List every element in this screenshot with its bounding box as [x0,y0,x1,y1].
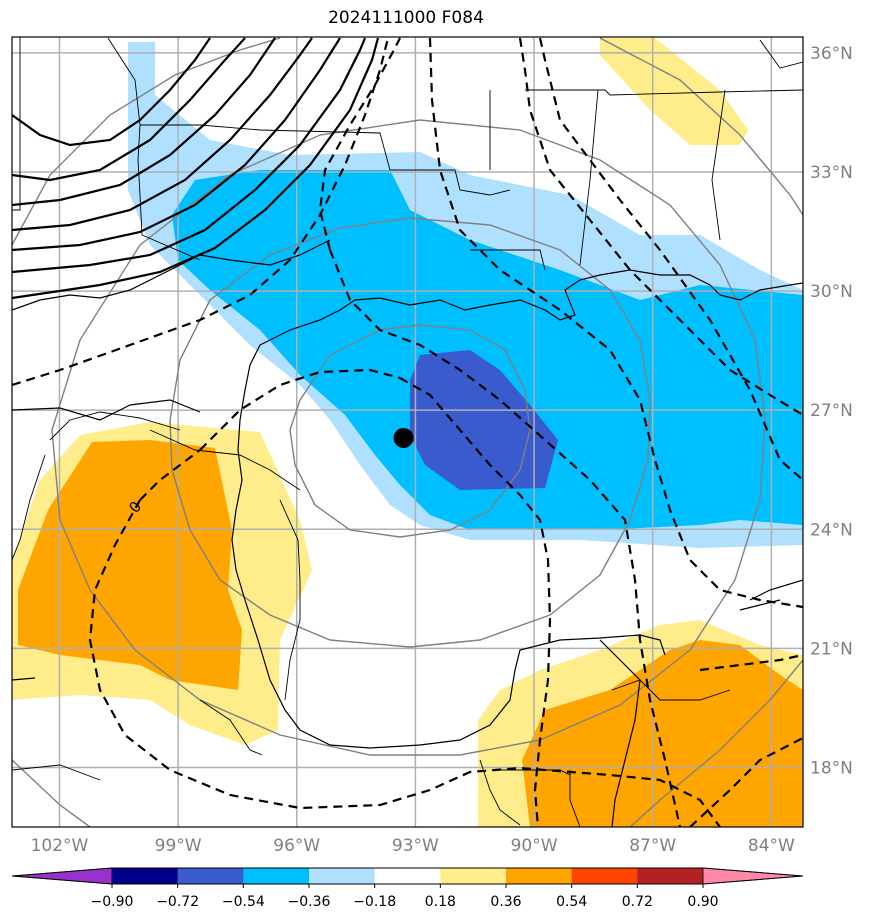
shading-orange-southeast [522,640,803,827]
shading-yellow-north [600,38,748,145]
colorbar-segment [374,868,441,884]
shading-dark-blue [410,350,558,490]
longitude-label: 90°W [511,836,558,856]
latitude-label: 24°N [810,520,853,540]
colorbar-tick-label: −0.72 [156,894,199,910]
colorbar: −0.90 −0.72 −0.54 −0.36 −0.18 0.18 0.36 0.54 0.7… [11,867,804,910]
latitude-labels: 36°N 33°N 30°N 27°N 24°N 21°N 18°N [810,44,853,779]
graticule [12,37,803,827]
longitude-label: 93°W [392,836,439,856]
colorbar-tick-label: −0.36 [288,894,331,910]
coastlines [12,239,803,827]
colorbar-tick-label: −0.18 [353,894,396,910]
longitude-label: 84°W [748,836,795,856]
map-frame [11,36,804,828]
latitude-label: 30°N [810,282,853,302]
map-area: 0 [12,37,803,827]
colorbar-tick-label: −0.90 [91,894,134,910]
colorbar-segment [309,868,376,884]
shading-orange-west [18,440,242,690]
latitude-label: 18°N [810,758,853,778]
longitude-label: 96°W [273,836,320,856]
longitude-label: 99°W [155,836,202,856]
solid-contours [12,37,380,300]
colorbar-segment [571,868,638,884]
colorbar-segment [112,868,179,884]
colorbar-tick-label: 0.18 [425,894,456,910]
longitude-labels: 102°W 99°W 96°W 93°W 90°W 87°W 84°W [31,836,795,856]
colorbar-tick-label: 0.90 [687,894,718,910]
colorbar-segment [440,868,507,884]
colorbar-extend-high [702,867,804,885]
latitude-label: 21°N [810,639,853,659]
colorbar-tick-label: 0.36 [490,894,521,910]
colorbar-tick-label: 0.54 [556,894,587,910]
colorbar-segment [243,868,310,884]
shading-mid-blue [172,170,803,530]
storm-center-marker [393,427,414,448]
state-borders [12,37,803,827]
latitude-label: 36°N [810,44,853,64]
colorbar-segment [506,868,573,884]
colorbar-segment [177,868,244,884]
colorbar-segment [637,868,704,884]
map-title: 2024111000 F084 [328,8,484,28]
colorbar-tick-label: −0.54 [222,894,265,910]
longitude-label: 87°W [629,836,676,856]
colorbar-tick-label: 0.72 [622,894,653,910]
latitude-label: 33°N [810,163,853,183]
dashed-contours [12,37,803,827]
latitude-label: 27°N [810,401,853,421]
colorbar-extend-low [11,867,113,885]
longitude-label: 102°W [31,836,89,856]
